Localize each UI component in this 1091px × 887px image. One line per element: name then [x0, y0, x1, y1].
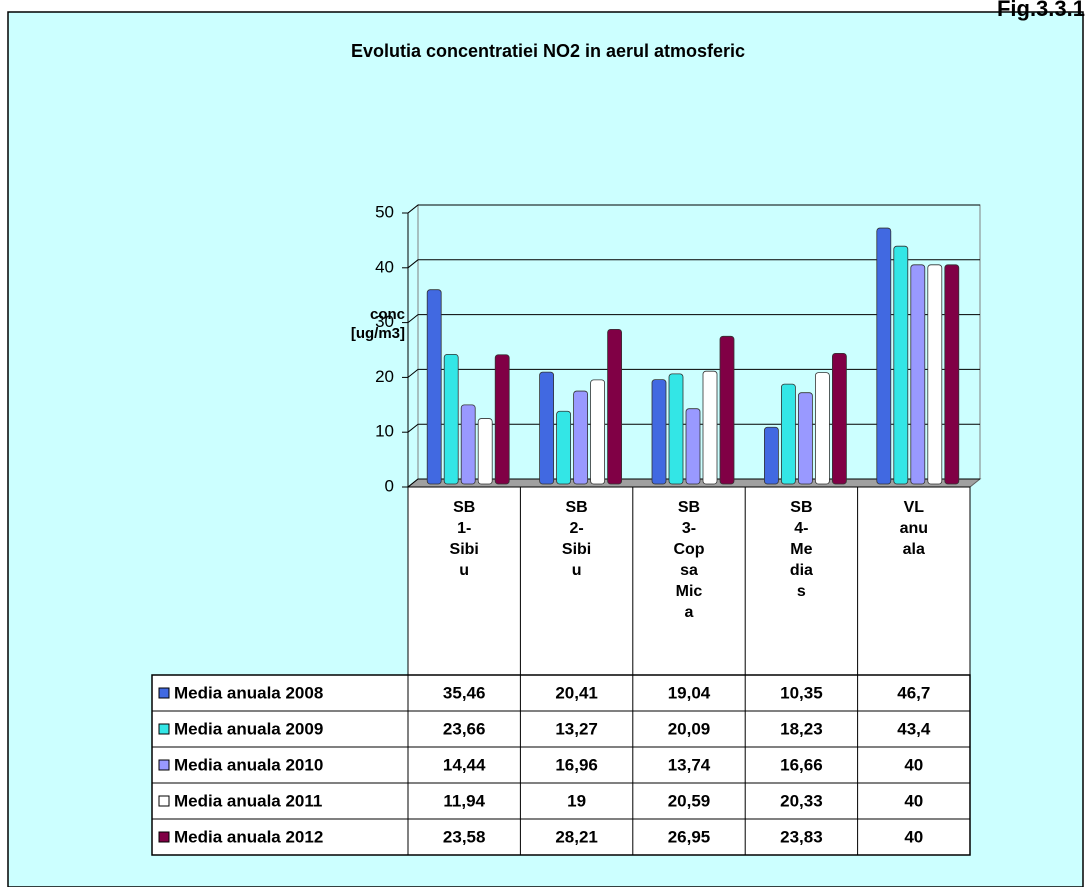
category-label: SB 3- Cop sa Mic a: [673, 499, 705, 621]
table-value: 28,21: [555, 827, 598, 846]
table-value: 20,41: [555, 683, 598, 702]
legend-swatch: [158, 759, 170, 771]
table-value: 14,44: [443, 755, 486, 774]
table-value: 26,95: [668, 827, 711, 846]
table-value: 20,09: [668, 719, 711, 738]
figure-label: Fig.3.3.1: [997, 0, 1085, 21]
y-tick-label: 40: [375, 257, 394, 276]
bar: [781, 383, 796, 485]
category-label: VL anu ala: [899, 499, 929, 558]
legend-label: Media anuala 2010: [174, 755, 323, 774]
legend-label: Media anuala 2011: [174, 791, 322, 810]
category-label-box: SB 4- Me dia s: [789, 499, 813, 600]
table-value: 16,96: [555, 755, 598, 774]
bar: [927, 264, 943, 485]
table-value: 46,7: [897, 683, 930, 702]
category-label-box: SB 2- Sibi u: [561, 499, 592, 579]
legend-label: Media anuala 2012: [174, 827, 323, 846]
legend-swatch: [158, 831, 170, 843]
bar: [815, 372, 830, 485]
table-body: [151, 674, 971, 856]
bar: [764, 426, 779, 485]
table-value: 40: [904, 791, 923, 810]
table-value: 23,66: [443, 719, 486, 738]
category-label: SB 1- Sibi u: [449, 499, 479, 579]
category-label: SB 2- Sibi u: [561, 499, 592, 579]
table-value: 18,23: [780, 719, 823, 738]
table-value: 20,59: [668, 791, 711, 810]
table-header-area: [407, 486, 971, 676]
y-tick-label: 0: [385, 476, 394, 495]
y-axis-label-box: conc [ug/m3]: [350, 306, 405, 342]
table-value: 35,46: [443, 683, 486, 702]
bar: [876, 227, 892, 485]
bar: [719, 335, 735, 485]
grid-line: [407, 204, 980, 214]
table-value: 40: [904, 755, 923, 774]
table-value: 10,35: [780, 683, 823, 702]
table-value: 11,94: [443, 791, 485, 810]
table-value: 13,27: [555, 719, 598, 738]
bar: [651, 379, 667, 485]
bar: [798, 392, 813, 485]
y-tick-label: 20: [375, 367, 394, 386]
bar: [443, 353, 459, 485]
grid-line: [407, 368, 980, 378]
y-axis-label: conc [ug/m3]: [350, 306, 405, 342]
legend-swatch: [158, 795, 170, 807]
table-value: 40: [904, 827, 923, 846]
bar: [702, 370, 718, 485]
table-value: 43,4: [897, 719, 931, 738]
table-value: 19,04: [668, 683, 711, 702]
bar: [573, 390, 588, 485]
bar: [556, 410, 571, 485]
table-value: 16,66: [780, 755, 823, 774]
category-label: SB 4- Me dia s: [789, 499, 813, 600]
bar: [607, 329, 622, 485]
bar: [460, 404, 476, 485]
table-value: 23,83: [780, 827, 823, 846]
table-value: 23,58: [443, 827, 486, 846]
bar: [893, 245, 909, 485]
bar: [590, 379, 605, 485]
side-wall: [407, 203, 419, 489]
legend-label: Media anuala 2008: [174, 683, 323, 702]
grid-line: [407, 314, 980, 323]
y-tick-label: 10: [375, 422, 394, 441]
y-tick-label: 30: [375, 312, 394, 331]
bar: [832, 353, 847, 485]
table-value: 13,74: [668, 755, 711, 774]
bar: [668, 373, 684, 485]
bar: [944, 264, 960, 485]
grid-line: [407, 259, 980, 269]
bar: [910, 264, 926, 485]
legend-swatch: [158, 723, 170, 735]
bar: [426, 289, 442, 485]
category-label-box: SB 3- Cop sa Mic a: [673, 499, 705, 621]
bar: [477, 418, 493, 485]
table-value: 20,33: [780, 791, 823, 810]
bar: [539, 371, 554, 485]
legend-swatch: [158, 687, 170, 699]
bar: [494, 354, 510, 485]
category-label-box: SB 1- Sibi u: [449, 499, 479, 579]
category-label-box: VL anu ala: [899, 499, 929, 558]
table-value: 19: [567, 791, 586, 810]
bar: [685, 408, 701, 485]
chart-title: Evolutia concentratiei NO2 in aerul atmo…: [351, 41, 745, 61]
y-tick-label: 50: [375, 202, 394, 221]
legend-label: Media anuala 2009: [174, 719, 323, 738]
